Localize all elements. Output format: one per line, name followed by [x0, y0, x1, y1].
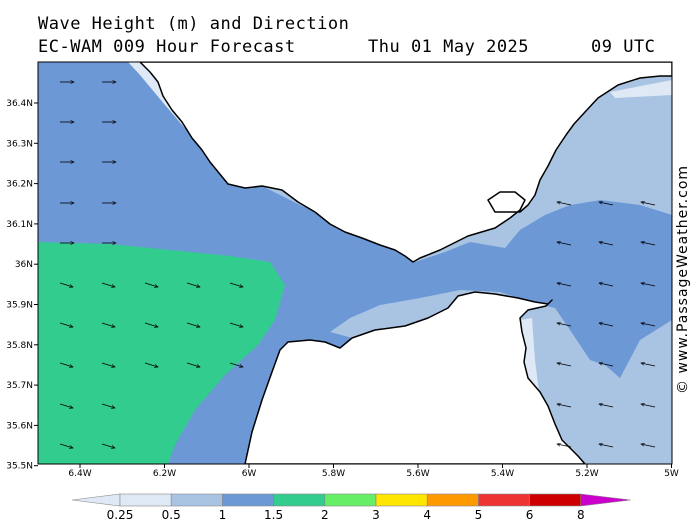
wave-arrow — [641, 444, 656, 448]
sea-light-east-band — [550, 90, 672, 212]
map-title: Wave Height (m) and Direction — [38, 14, 350, 34]
legend-label: 0.5 — [162, 508, 181, 522]
wave-arrow — [59, 322, 73, 327]
legend-swatch — [170, 493, 223, 507]
wave-arrow — [144, 322, 158, 327]
legend-swatch — [478, 493, 530, 507]
sea-light-south-band — [330, 290, 672, 464]
wave-arrow — [557, 242, 572, 246]
legend-label: 5 — [475, 508, 483, 522]
legend-swatch — [324, 493, 377, 507]
lat-label: 35.6N — [6, 421, 33, 431]
land-spain — [139, 62, 672, 263]
wave-arrow — [641, 283, 656, 287]
wave-arrow — [101, 443, 115, 448]
wave-arrow — [229, 282, 243, 287]
wave-arrow — [229, 322, 243, 327]
wave-arrow — [557, 283, 572, 287]
legend-swatch — [222, 493, 274, 507]
lon-label: 5.4W — [491, 469, 514, 479]
wave-arrow — [101, 362, 115, 367]
legend-swatch — [529, 493, 582, 507]
wave-arrow — [59, 443, 73, 448]
lat-label: 36.2N — [6, 180, 33, 190]
legend-label: 2 — [321, 508, 329, 522]
lat-label: 36.3N — [6, 139, 33, 149]
wave-arrow — [186, 282, 200, 287]
wave-arrow — [599, 283, 614, 287]
wave-arrow — [59, 362, 73, 367]
watermark-text: © www.PassageWeather.com — [675, 164, 691, 394]
lon-label: 5W — [664, 469, 679, 479]
lat-label: 36.4N — [6, 99, 33, 109]
wave-arrow — [144, 362, 158, 367]
legend-swatch — [119, 493, 172, 507]
legend-label: 0.25 — [107, 508, 134, 522]
lon-label: 6W — [242, 469, 257, 479]
map-area — [38, 62, 672, 464]
wave-arrow — [641, 242, 656, 246]
lon-label: 6.4W — [68, 469, 91, 479]
wave-arrow — [599, 444, 614, 448]
legend-label: 8 — [577, 508, 585, 522]
legend-swatch — [426, 493, 479, 507]
latitude-labels: 36.4N 36.3N 36.2N 36.1N 36N 35.9N 35.8N 35.7N 35… — [6, 99, 38, 472]
legend-label: 1.5 — [264, 508, 283, 522]
forecast-time: 09 UTC — [591, 37, 656, 57]
wave-arrow — [186, 362, 200, 367]
wave-arrow — [641, 323, 656, 327]
lat-label: 36N — [15, 260, 33, 270]
lat-label: 36.1N — [6, 220, 33, 230]
wave-arrow — [557, 444, 572, 448]
lon-label: 5.6W — [406, 469, 429, 479]
wave-arrow — [599, 242, 614, 246]
sea-lightest-strip-south — [520, 318, 560, 464]
wave-direction-arrows — [59, 82, 656, 448]
wave-arrow — [101, 322, 115, 327]
wave-arrow — [144, 282, 158, 287]
wave-arrow — [641, 363, 656, 367]
lat-label: 35.5N — [6, 462, 33, 472]
lon-label: 5.2W — [575, 469, 598, 479]
lat-label: 35.9N — [6, 301, 33, 311]
forecast-model: EC-WAM 009 Hour Forecast — [38, 37, 296, 57]
sea-lightest-strip-east — [610, 80, 672, 98]
lat-label: 35.8N — [6, 341, 33, 351]
wave-arrow — [599, 404, 614, 408]
legend-label: 4 — [423, 508, 431, 522]
wave-arrow — [59, 282, 73, 287]
lon-label: 5.8W — [322, 469, 345, 479]
legend-swatch — [375, 493, 428, 507]
wave-arrow — [101, 403, 115, 408]
wave-arrow — [557, 323, 572, 327]
map-frame — [37, 61, 673, 465]
legend-label: 6 — [526, 508, 534, 522]
sea-green-region — [38, 242, 285, 464]
legend-label: 3 — [372, 508, 380, 522]
wave-arrow — [101, 282, 115, 287]
lon-label: 6.2W — [153, 469, 176, 479]
legend-left-arrow — [71, 493, 121, 507]
land-morocco — [244, 291, 586, 464]
wave-height-legend: 0.25 0.5 1 1.5 2 3 4 5 6 8 — [71, 493, 631, 522]
longitude-labels: 6.4W 6.2W 6W 5.8W 5.6W 5.4W 5.2W 5W — [68, 464, 679, 479]
forecast-date: Thu 01 May 2025 — [368, 37, 530, 57]
wave-arrow — [599, 323, 614, 327]
wave-arrow — [557, 363, 572, 367]
wave-arrow — [186, 322, 200, 327]
legend-swatch — [273, 493, 326, 507]
legend-right-arrow — [580, 493, 631, 507]
legend-label: 1 — [219, 508, 227, 522]
wave-arrow — [641, 404, 656, 408]
lat-label: 35.7N — [6, 381, 33, 391]
wave-arrow — [557, 202, 572, 206]
wave-arrow — [599, 363, 614, 367]
wave-arrow — [557, 404, 572, 408]
wave-arrow — [641, 202, 656, 206]
wave-arrow — [59, 403, 73, 408]
wave-arrow — [599, 202, 614, 206]
wave-arrow — [229, 362, 243, 367]
